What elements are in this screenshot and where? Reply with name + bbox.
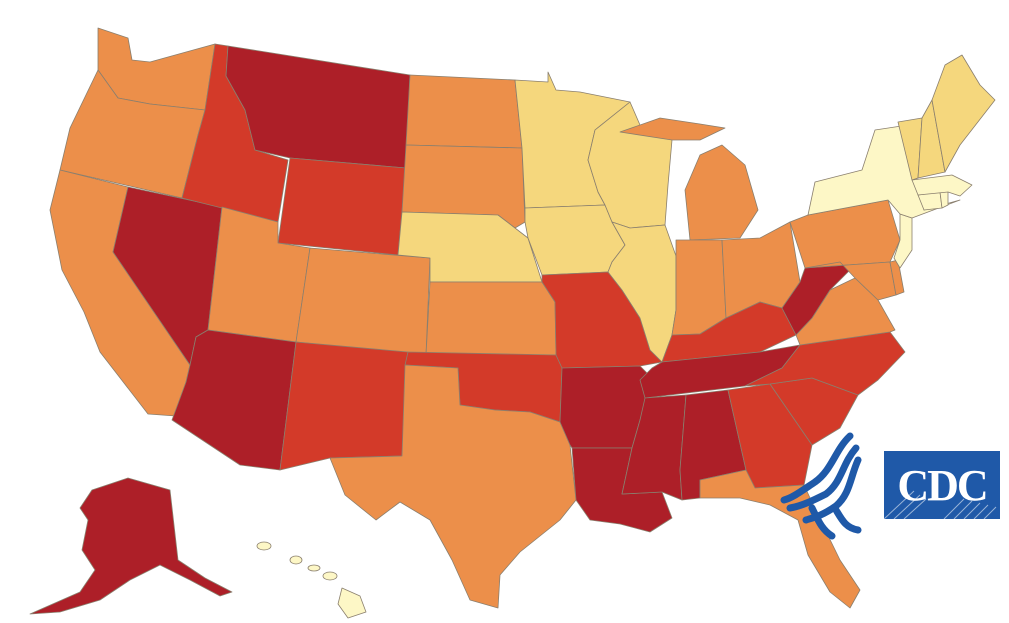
state-new-mexico[interactable]: [279, 341, 409, 471]
state-florida[interactable]: [699, 469, 861, 609]
state-kansas[interactable]: [425, 281, 557, 356]
state-indiana[interactable]: [671, 239, 727, 336]
state-colorado[interactable]: [295, 247, 431, 356]
cdc-logo-background-icon: [884, 451, 1000, 519]
hhs-eagle-icon: [780, 432, 862, 540]
states-layer: [29, 27, 996, 619]
state-hawaii[interactable]: [256, 541, 367, 619]
state-pennsylvania[interactable]: [789, 199, 901, 269]
state-north-dakota[interactable]: [405, 74, 523, 149]
cdc-logo-text: CDC: [897, 460, 988, 510]
state-michigan[interactable]: [619, 117, 759, 241]
state-north-carolina[interactable]: [744, 331, 906, 396]
cdc-logo: CDC: [884, 451, 1000, 519]
state-wyoming[interactable]: [277, 157, 407, 256]
state-texas[interactable]: [329, 364, 577, 609]
state-illinois[interactable]: [607, 221, 677, 363]
state-maine[interactable]: [931, 54, 996, 173]
state-massachusetts[interactable]: [911, 174, 973, 197]
state-alaska[interactable]: [29, 477, 233, 615]
